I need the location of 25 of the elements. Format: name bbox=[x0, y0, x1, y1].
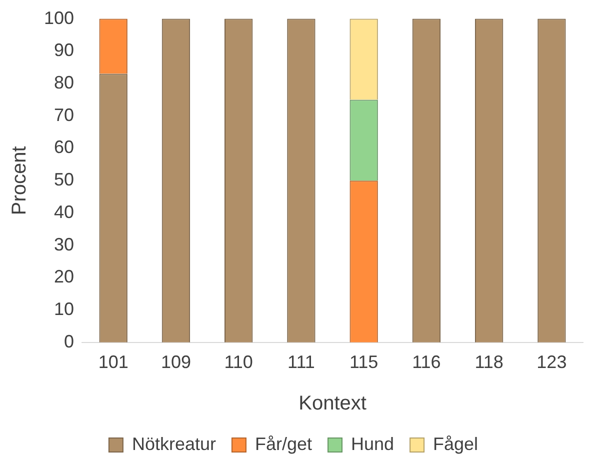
x-tick-label: 123 bbox=[536, 352, 567, 372]
x-tick-label: 111 bbox=[288, 352, 315, 372]
y-axis-title: Procent bbox=[8, 146, 31, 216]
y-tick-label: 30 bbox=[54, 234, 74, 254]
y-tick-label: 0 bbox=[64, 331, 74, 352]
y-tick-label: 90 bbox=[54, 40, 74, 60]
y-tick-label: 40 bbox=[54, 202, 74, 222]
x-tick-label: 101 bbox=[98, 352, 128, 372]
x-tick-label: 115 bbox=[349, 352, 378, 372]
x-tick-label: 118 bbox=[474, 352, 504, 372]
y-tick-label: 20 bbox=[54, 266, 74, 287]
legend-label: Nötkreatur bbox=[132, 434, 216, 454]
y-tick-label: 100 bbox=[44, 8, 74, 28]
legend-label: Hund bbox=[351, 434, 394, 454]
y-tick-label: 10 bbox=[54, 299, 74, 320]
x-tick-label: 116 bbox=[412, 352, 441, 372]
y-tick-label: 80 bbox=[54, 72, 74, 92]
x-axis-title: Kontext bbox=[298, 392, 367, 415]
x-tick-label: 110 bbox=[224, 352, 253, 372]
y-tick-label: 60 bbox=[54, 137, 74, 158]
legend-label: Fågel bbox=[433, 434, 478, 454]
y-tick-label: 50 bbox=[54, 170, 74, 190]
y-tick-label: 70 bbox=[54, 104, 74, 125]
legend-label: Får/get bbox=[254, 434, 312, 454]
x-tick-label: 109 bbox=[160, 352, 191, 372]
